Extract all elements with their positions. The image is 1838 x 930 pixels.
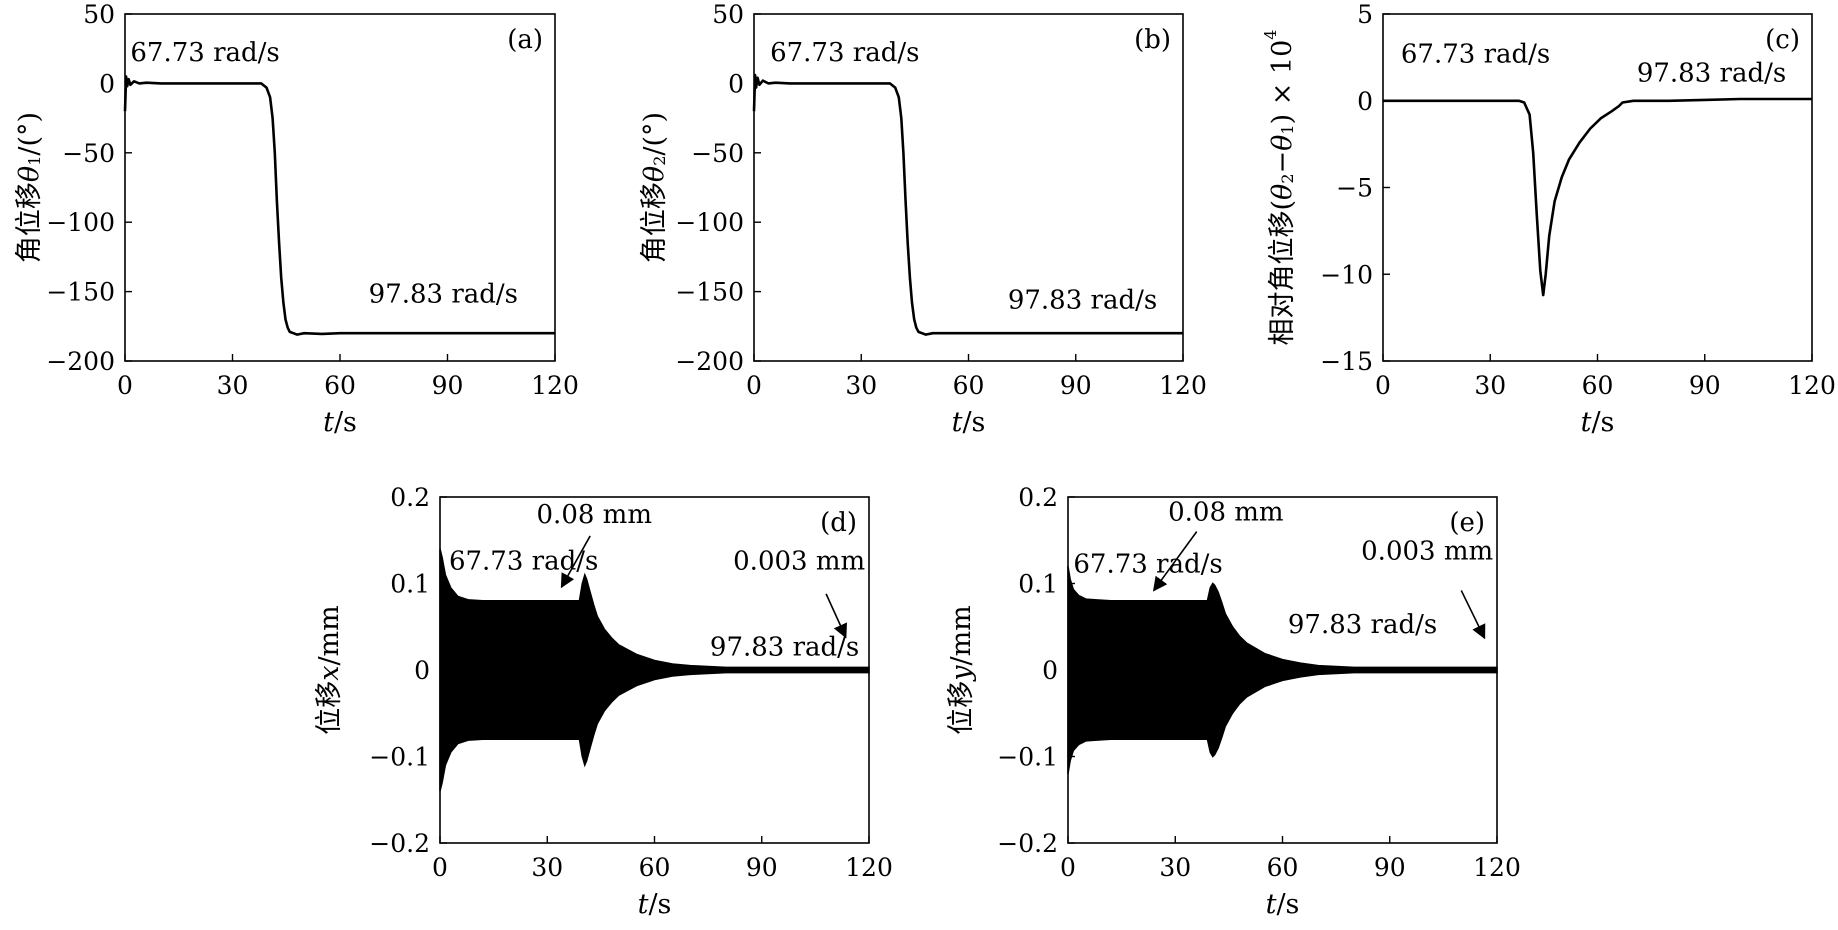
annotation-e-0: 0.08 mm bbox=[1168, 497, 1283, 527]
x-tick-label-d-2: 60 bbox=[639, 853, 671, 882]
x-tick-label-d-3: 90 bbox=[746, 853, 778, 882]
x-tick-label-b-2: 60 bbox=[953, 371, 985, 400]
y-tick-label-c-0: −15 bbox=[1320, 347, 1373, 376]
x-tick-label-e-2: 60 bbox=[1267, 853, 1299, 882]
x-tick-label-d-4: 120 bbox=[845, 853, 893, 882]
y-tick-label-a-2: −100 bbox=[46, 208, 115, 237]
x-tick-label-c-2: 60 bbox=[1582, 371, 1614, 400]
x-axis-label-c: t/s bbox=[1581, 407, 1615, 438]
chart-panel-c: 0 30 60 90 120 −15 −10 −5 0 5 t/s 相对角位移(θ2−θ1) × 10… bbox=[1261, 0, 1836, 438]
series-line-a bbox=[123, 75, 555, 336]
x-tick-label-c-4: 120 bbox=[1788, 371, 1836, 400]
annotation-e-2: 0.003 mm bbox=[1361, 536, 1493, 566]
y-tick-label-c-3: 0 bbox=[1357, 87, 1373, 116]
y-tick-label-d-0: −0.2 bbox=[369, 829, 430, 858]
y-tick-label-d-4: 0.2 bbox=[390, 483, 430, 512]
y-axis-label-c: 相对角位移(θ2−θ1) × 104 bbox=[1261, 30, 1298, 346]
y-axis-label-d: 位移x/mm bbox=[314, 605, 345, 735]
y-tick-label-b-5: 50 bbox=[712, 0, 744, 29]
y-tick-label-d-2: 0 bbox=[414, 656, 430, 685]
y-tick-label-e-1: −0.1 bbox=[997, 743, 1058, 772]
y-tick-label-b-0: −200 bbox=[675, 347, 744, 376]
y-tick-label-c-4: 5 bbox=[1357, 0, 1373, 29]
x-tick-label-b-1: 30 bbox=[845, 371, 877, 400]
y-tick-label-c-2: −5 bbox=[1336, 174, 1373, 203]
y-tick-label-c-1: −10 bbox=[1320, 260, 1373, 289]
y-tick-label-d-1: −0.1 bbox=[369, 743, 430, 772]
panel-label-d: (d) bbox=[820, 508, 857, 538]
y-tick-label-e-3: 0.1 bbox=[1018, 570, 1058, 599]
y-tick-label-a-1: −150 bbox=[46, 278, 115, 307]
annotation-d-1: 67.73 rad/s bbox=[449, 547, 598, 577]
annotation-arrow-e-0 bbox=[1152, 531, 1198, 592]
y-tick-label-b-2: −100 bbox=[675, 208, 744, 237]
y-tick-label-a-5: 50 bbox=[83, 0, 115, 29]
y-tick-label-a-4: 0 bbox=[99, 69, 115, 98]
panel-label-e: (e) bbox=[1449, 508, 1485, 538]
chart-panel-b: 0 30 60 90 120 −200 −150 −100 −50 0 50 t/s 角位移θ2/(°)… bbox=[639, 0, 1207, 438]
x-tick-label-a-4: 120 bbox=[531, 371, 579, 400]
x-tick-label-a-3: 90 bbox=[432, 371, 464, 400]
y-axis-label-b: 角位移θ2/(°) bbox=[639, 112, 670, 263]
annotation-d-0: 0.08 mm bbox=[537, 500, 652, 530]
annotation-c-1: 97.83 rad/s bbox=[1637, 59, 1786, 89]
annotation-e-1: 67.73 rad/s bbox=[1073, 549, 1222, 579]
annotation-e-3: 97.83 rad/s bbox=[1288, 610, 1437, 640]
chart-panel-e: 0 30 60 90 120−0.2−0.100.10.2t/s位移y/mm(e)0.0… bbox=[946, 483, 1521, 920]
annotation-a-1: 97.83 rad/s bbox=[369, 280, 518, 310]
annotation-arrow-d-1 bbox=[825, 593, 847, 639]
annotation-d-2: 0.003 mm bbox=[733, 547, 865, 577]
x-tick-label-a-0: 0 bbox=[117, 371, 133, 400]
y-tick-label-e-2: 0 bbox=[1042, 656, 1058, 685]
y-tick-label-e-4: 0.2 bbox=[1018, 483, 1058, 512]
x-tick-label-b-0: 0 bbox=[746, 371, 762, 400]
annotation-b-0: 67.73 rad/s bbox=[770, 38, 919, 68]
annotation-b-1: 97.83 rad/s bbox=[1008, 285, 1157, 315]
chart-panel-a: 0 30 60 90 120 −200 −150 −100 −50 0 50 t/s 角位移θ1/(°)… bbox=[14, 0, 579, 438]
chart-panel-d: 0 30 60 90 120 −0.2 −0.1 0 0.1 0.2 t/s 位移x/mm (d) 0.0… bbox=[314, 483, 893, 920]
x-tick-label-c-1: 30 bbox=[1474, 371, 1506, 400]
panel-label-c: (c) bbox=[1765, 25, 1800, 55]
panel-label-a: (a) bbox=[507, 25, 543, 55]
x-tick-label-e-4: 120 bbox=[1473, 853, 1521, 882]
series-line-b bbox=[752, 73, 1183, 336]
y-tick-label-b-1: −150 bbox=[675, 278, 744, 307]
x-axis-label-b: t/s bbox=[952, 407, 986, 438]
annotation-arrow-d-0 bbox=[560, 535, 591, 589]
series-line-c bbox=[1383, 97, 1812, 297]
y-tick-label-e-0: −0.2 bbox=[997, 829, 1058, 858]
x-axis-label-e: t/s bbox=[1266, 889, 1300, 920]
y-tick-label-b-3: −50 bbox=[691, 139, 744, 168]
annotation-a-0: 67.73 rad/s bbox=[130, 38, 279, 68]
x-tick-label-d-0: 0 bbox=[432, 853, 448, 882]
y-tick-label-d-3: 0.1 bbox=[390, 570, 430, 599]
y-axis-label-a: 角位移θ1/(°) bbox=[14, 112, 45, 263]
y-tick-label-b-4: 0 bbox=[728, 69, 744, 98]
annotation-c-0: 67.73 rad/s bbox=[1401, 40, 1550, 70]
annotation-arrow-e-1 bbox=[1460, 590, 1486, 640]
y-tick-label-a-0: −200 bbox=[46, 347, 115, 376]
annotation-d-3: 97.83 rad/s bbox=[710, 632, 859, 662]
x-tick-label-e-0: 0 bbox=[1060, 853, 1076, 882]
x-tick-label-b-3: 90 bbox=[1060, 371, 1092, 400]
x-axis-label-d: t/s bbox=[638, 889, 672, 920]
x-tick-label-c-0: 0 bbox=[1375, 371, 1391, 400]
y-axis-label-e: 位移y/mm bbox=[946, 605, 977, 735]
x-tick-label-d-1: 30 bbox=[531, 853, 563, 882]
x-tick-label-e-1: 30 bbox=[1159, 853, 1191, 882]
panel-label-b: (b) bbox=[1134, 25, 1171, 55]
x-tick-label-e-3: 90 bbox=[1374, 853, 1406, 882]
x-axis-label-a: t/s bbox=[323, 407, 357, 438]
x-tick-label-a-1: 30 bbox=[217, 371, 249, 400]
x-tick-label-b-4: 120 bbox=[1159, 371, 1207, 400]
y-tick-label-a-3: −50 bbox=[62, 139, 115, 168]
x-tick-label-c-3: 90 bbox=[1689, 371, 1721, 400]
x-tick-label-a-2: 60 bbox=[324, 371, 356, 400]
